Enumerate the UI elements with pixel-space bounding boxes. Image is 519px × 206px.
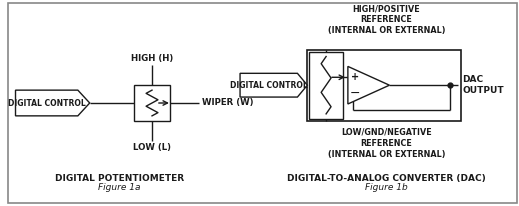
Text: DIGITAL CONTROL: DIGITAL CONTROL [230, 81, 308, 90]
Text: −: − [350, 87, 360, 100]
Text: LOW (L): LOW (L) [133, 143, 171, 152]
Polygon shape [348, 66, 389, 104]
Text: HIGH/POSITIVE
REFERENCE
(INTERNAL OR EXTERNAL): HIGH/POSITIVE REFERENCE (INTERNAL OR EXT… [327, 4, 445, 35]
Text: WIPER (W): WIPER (W) [202, 98, 254, 108]
Bar [307, 50, 461, 121]
Text: DAC
OUTPUT: DAC OUTPUT [462, 75, 504, 95]
Text: DIGITAL POTENTIOMETER: DIGITAL POTENTIOMETER [55, 174, 184, 183]
Text: LOW/GND/NEGATIVE
REFERENCE
(INTERNAL OR EXTERNAL): LOW/GND/NEGATIVE REFERENCE (INTERNAL OR … [327, 128, 445, 159]
Text: +: + [351, 72, 359, 82]
Bar [309, 52, 343, 119]
Polygon shape [16, 90, 90, 116]
Polygon shape [240, 73, 307, 97]
Bar [134, 85, 170, 121]
Text: HIGH (H): HIGH (H) [131, 54, 173, 63]
Text: Figure 1b: Figure 1b [365, 183, 408, 192]
Text: DIGITAL-TO-ANALOG CONVERTER (DAC): DIGITAL-TO-ANALOG CONVERTER (DAC) [287, 174, 486, 183]
Text: DIGITAL CONTROL: DIGITAL CONTROL [8, 98, 86, 108]
Text: Figure 1a: Figure 1a [98, 183, 141, 192]
